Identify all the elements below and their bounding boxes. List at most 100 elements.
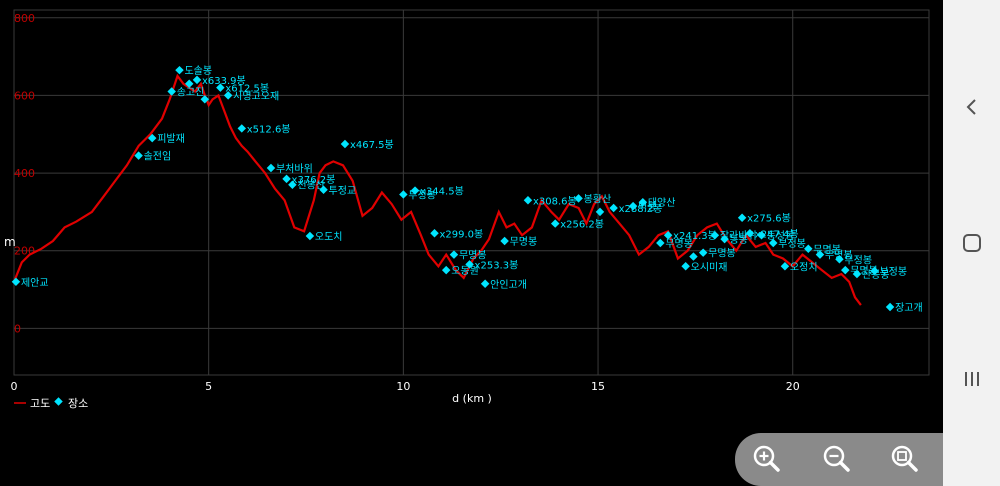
place-label: x241.3봉 xyxy=(673,230,717,242)
chevron-left-icon xyxy=(966,99,976,115)
place-label: x512.6봉 xyxy=(247,123,291,135)
place-marker[interactable] xyxy=(656,238,665,248)
place-marker[interactable] xyxy=(780,262,790,271)
place-marker[interactable] xyxy=(885,302,895,312)
zoom-in-button[interactable] xyxy=(747,439,787,479)
place-label: 무명봉 xyxy=(459,250,487,262)
place-label: 송고진 xyxy=(177,87,205,99)
place-marker[interactable] xyxy=(288,180,297,189)
place-marker[interactable] xyxy=(681,262,690,271)
place-label: 무명봉 xyxy=(708,248,736,260)
place-label: 장고개 xyxy=(895,302,923,314)
y-axis-label: m xyxy=(4,235,16,249)
zoom-out-button[interactable] xyxy=(817,439,857,479)
y-tick-labels: 0 200 400 600 800 xyxy=(14,12,35,336)
place-label: 시명고오재 xyxy=(233,90,279,102)
y-tick-label: 800 xyxy=(14,12,35,25)
place-marker[interactable] xyxy=(737,213,747,222)
place-label: x253.3봉 xyxy=(475,259,519,271)
place-label: 부처바위 xyxy=(276,162,313,175)
place-label: 오정치 xyxy=(790,261,818,273)
place-label: 부정봉 xyxy=(844,254,872,266)
place-marker[interactable] xyxy=(430,229,439,238)
place-label: 태양산 xyxy=(648,197,676,209)
place-label: 제안교 xyxy=(21,277,49,289)
legend-item-place: 장소 xyxy=(68,397,88,410)
place-marker[interactable] xyxy=(841,265,850,275)
place-marker[interactable] xyxy=(237,124,247,133)
place-marker[interactable] xyxy=(523,196,533,205)
place-marker[interactable] xyxy=(449,250,459,259)
place-label: x633.9봉 xyxy=(202,75,246,87)
place-marker[interactable] xyxy=(441,265,451,275)
place-label: 천봉산 xyxy=(297,180,325,192)
place-label: 오시미재 xyxy=(691,261,728,273)
place-marker[interactable] xyxy=(852,269,862,279)
x-tick-label: 20 xyxy=(786,380,800,393)
place-label: 투정교 xyxy=(329,185,357,197)
place-marker[interactable] xyxy=(223,91,233,100)
zoom-in-icon xyxy=(753,445,780,472)
place-label: 부정봉 xyxy=(778,238,806,250)
legend-diamond-swatch xyxy=(54,397,63,406)
zoom-fit-button[interactable] xyxy=(885,439,925,479)
place-label: 도솔봉 xyxy=(184,65,212,77)
place-marker[interactable] xyxy=(192,75,202,85)
place-marker[interactable] xyxy=(500,236,509,246)
place-marker[interactable] xyxy=(167,87,176,96)
home-button[interactable] xyxy=(943,223,1000,263)
place-label: 무명봉 xyxy=(825,250,853,262)
place-marker[interactable] xyxy=(305,231,315,241)
place-marker[interactable] xyxy=(595,207,605,217)
place-marker[interactable] xyxy=(689,252,698,261)
place-marker[interactable] xyxy=(147,133,157,143)
place-marker[interactable] xyxy=(870,266,879,276)
place-marker[interactable] xyxy=(134,151,143,160)
place-marker[interactable] xyxy=(410,186,420,195)
y-tick-label: 600 xyxy=(14,89,35,102)
place-label: x256.2봉 xyxy=(560,219,604,231)
home-square-icon xyxy=(962,234,981,252)
place-marker[interactable] xyxy=(465,260,474,269)
navigation-sidebar xyxy=(943,0,1000,486)
place-marker[interactable] xyxy=(480,279,490,288)
place-label: 동봉 xyxy=(730,234,748,246)
place-label: x376.2봉 xyxy=(292,174,336,186)
place-marker[interactable] xyxy=(698,248,708,257)
y-tick-label: 200 xyxy=(14,245,35,258)
place-label: 솔전임 xyxy=(144,150,172,163)
recent-apps-icon xyxy=(964,372,979,386)
place-label: 오도치 xyxy=(315,231,343,243)
x-tick-label: 5 xyxy=(205,380,212,393)
x-axis-label: d (km ) xyxy=(452,392,492,405)
back-button[interactable] xyxy=(943,87,1000,127)
place-marker[interactable] xyxy=(550,219,560,228)
place-label: x467.5봉 xyxy=(350,139,394,151)
place-marker[interactable] xyxy=(266,163,276,173)
x-tick-labels: 0 5 10 15 20 xyxy=(11,380,800,393)
place-label: 부정봉 xyxy=(879,266,907,278)
recent-apps-button[interactable] xyxy=(943,359,1000,399)
place-marker[interactable] xyxy=(340,139,350,149)
place-marker[interactable] xyxy=(282,174,291,184)
place-marker[interactable] xyxy=(175,65,184,75)
elevation-line xyxy=(12,73,862,306)
place-label: 봉황산 xyxy=(584,193,612,205)
place-marker[interactable] xyxy=(216,83,225,92)
place-label: x299.0봉 xyxy=(440,228,484,240)
x-tick-label: 0 xyxy=(11,380,18,393)
place-marker[interactable] xyxy=(399,190,408,199)
place-marker[interactable] xyxy=(835,255,844,264)
grid-lines xyxy=(13,9,930,376)
place-label: x247.4봉 xyxy=(755,228,799,240)
place-label: x344.5봉 xyxy=(420,186,464,198)
zoom-controls xyxy=(735,433,943,486)
place-marker[interactable] xyxy=(11,277,21,287)
place-marker[interactable] xyxy=(184,79,194,89)
place-marker[interactable] xyxy=(319,185,328,195)
place-label: 산봉봉 xyxy=(862,269,890,281)
zoom-out-icon xyxy=(823,445,850,472)
place-marker[interactable] xyxy=(200,95,210,104)
